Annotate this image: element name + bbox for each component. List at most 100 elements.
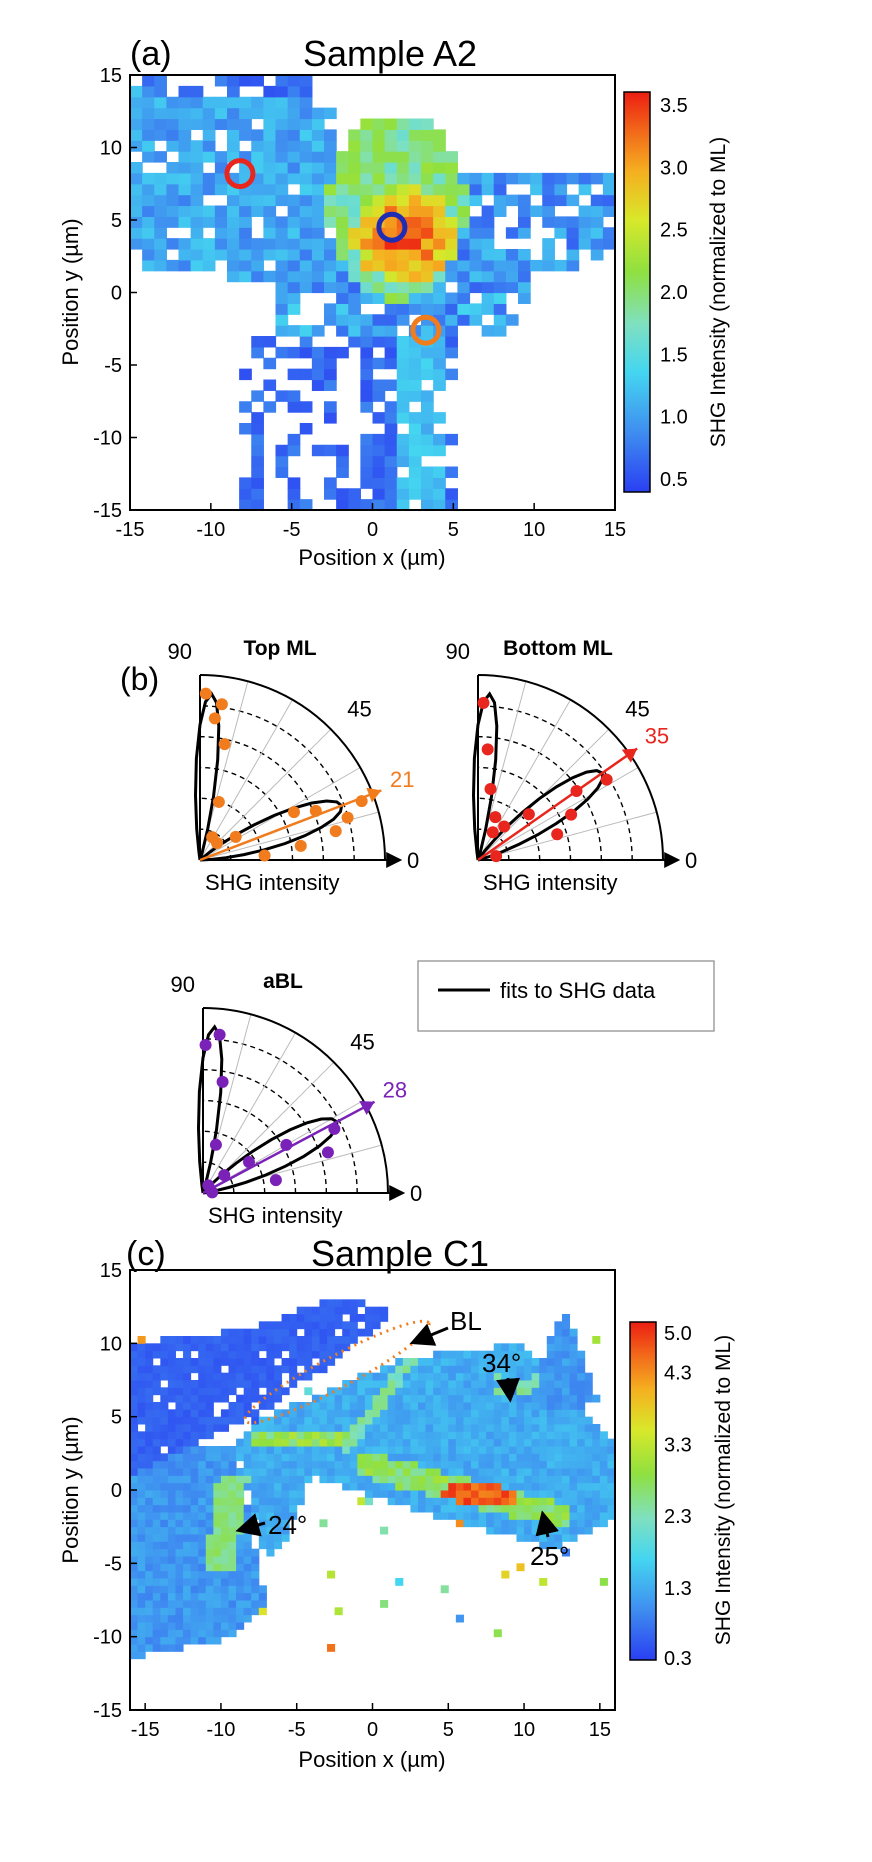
heatmap-cell [433,346,446,359]
heatmap-cell [577,1416,586,1425]
heatmap-cell [152,1387,161,1396]
heatmap-cell [577,1402,586,1410]
heatmap-cell [471,1497,480,1506]
heatmap-cell [228,1358,237,1366]
heatmap-cell [183,1409,192,1418]
heatmap-cell [167,1534,176,1542]
heatmap-cell [584,1512,593,1520]
heatmap-cell [508,1431,517,1440]
heatmap-cell [183,1387,192,1396]
heatmap-cell [425,1504,434,1513]
heatmap-cell [387,1402,396,1410]
heatmap-cell [243,1585,252,1594]
heatmap-cell [145,1424,154,1432]
heatmap-cell [569,1336,578,1344]
heatmap-cell [408,433,422,446]
heatmap-cell [228,1453,237,1462]
heatmap-cell [273,1416,283,1425]
heatmap-cell [142,259,155,272]
heatmap-cell [273,1526,283,1535]
heatmap-cell [311,1328,320,1337]
heatmap-cell [546,1358,555,1366]
heatmap-cell [380,1438,389,1447]
heatmap-cell [516,1519,525,1528]
heatmap-cell [228,1614,237,1623]
heatmap-cell [531,1460,540,1469]
heatmap-cell [299,281,313,294]
heatmap-cell [455,1519,464,1528]
heatmap-cell [137,1446,146,1454]
heatmap-cell [493,1394,502,1403]
heatmap-cell [349,1475,358,1484]
heatmap-cell [402,1365,411,1374]
heatmap-cell [266,1424,275,1432]
heatmap-cell [296,1350,305,1359]
heatmap-cell [152,1622,161,1630]
heatmap-cell [258,1512,267,1520]
heatmap-cell [160,1548,169,1557]
heatmap-cell [160,1504,169,1513]
heatmap-cell [417,1431,427,1440]
heatmap-cell [539,1438,548,1447]
colorbar-tick-label: 2.0 [660,282,688,304]
heatmap-cell [336,259,349,272]
heatmap-cell [539,1402,548,1410]
heatmap-cell [396,205,410,217]
heatmap-cell [258,1497,267,1506]
heatmap-cell [493,1460,502,1469]
y-tick-label: 10 [100,138,122,160]
heatmap-cell [183,1636,192,1645]
heatmap-cell [402,1416,411,1425]
heatmap-cell [130,1365,139,1374]
heatmap-cell [266,1490,275,1498]
heatmap-cell [402,1372,411,1381]
heatmap-cell [220,1541,230,1550]
heatmap-cell [516,1343,525,1352]
heatmap-cell [334,1424,343,1432]
heatmap-cell [324,379,337,391]
heatmap-cell [584,1438,593,1447]
heatmap-cell [190,1585,199,1594]
heatmap-cell [166,107,180,120]
heatmap-cell [577,1453,586,1462]
heatmap-cell [566,227,580,239]
heatmap-cell [493,325,507,337]
heatmap-cell [372,129,386,141]
heatmap-cell [213,1468,222,1476]
heatmap-cell [287,499,301,510]
heatmap-cell [220,1409,230,1418]
heatmap-cell [396,292,410,304]
heatmap-cell [554,1504,563,1513]
heatmap-cell [372,183,386,196]
heatmap-cell [518,292,531,304]
heatmap-cell [408,281,422,294]
heatmap-cell [448,1416,457,1425]
heatmap-cell [289,1424,298,1432]
heatmap-cell [137,1614,146,1623]
heatmap-cell [281,1365,290,1374]
heatmap-cell [493,1358,502,1366]
heatmap-cell [592,1460,601,1469]
heatmap-cell [205,1446,214,1454]
heatmap-cell [599,1475,608,1484]
heatmap-cell [408,259,422,272]
heatmap-cell [166,162,180,174]
heatmap-cell [542,259,555,272]
heatmap-cell [334,1387,343,1396]
heatmap-cell [145,1394,154,1403]
heatmap-cell [258,1541,267,1550]
heatmap-cell [364,1424,373,1432]
heatmap-cell [273,1380,283,1388]
heatmap-cell [457,194,471,207]
heatmap-cell [160,1585,169,1594]
heatmap-cell [198,1563,207,1572]
heatmap-cell [396,499,410,510]
heatmap-cell [455,1460,464,1469]
heatmap-cell [183,1460,192,1469]
heatmap-cell [166,172,180,185]
heatmap-cell [357,1497,366,1506]
heatmap-cell [440,1585,449,1594]
heatmap-cell [251,1438,260,1447]
heatmap-cell [440,1497,449,1506]
heatmap-cell [327,1328,336,1337]
